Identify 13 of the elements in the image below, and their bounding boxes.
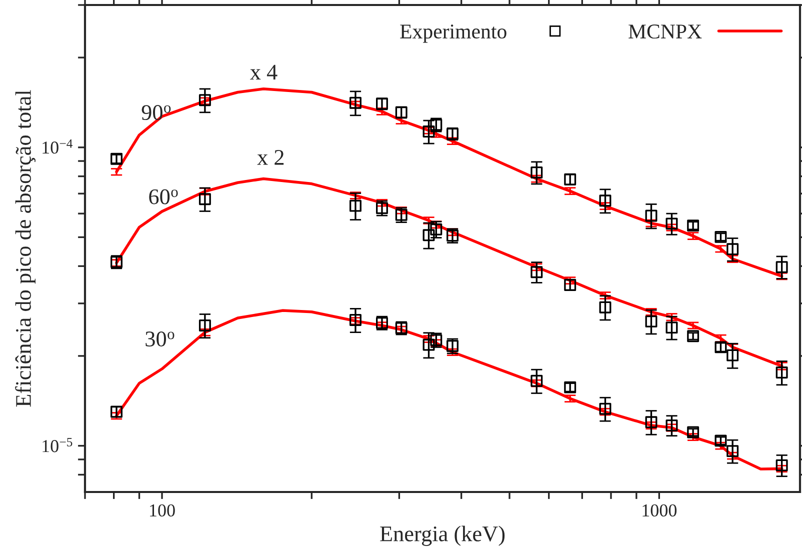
annotation: 30$^{o}$ bbox=[146, 331, 174, 346]
x-axis-title: Energia (keV) bbox=[380, 526, 505, 546]
y-tick-label: 10$^{−4}$ bbox=[42, 139, 73, 154]
annotation: 60$^{o}$ bbox=[149, 189, 178, 204]
legend-label: MCNPX bbox=[628, 24, 702, 39]
annotation: 90$^{o}$ bbox=[142, 105, 171, 120]
legend-label: Experimento bbox=[400, 24, 506, 43]
annotation: x 2 bbox=[257, 150, 284, 165]
x-tick-label: 1000 bbox=[642, 504, 677, 517]
x-tick-label: 100 bbox=[150, 504, 175, 517]
y-axis-title: Eficiência do pico de absorção total bbox=[15, 90, 36, 407]
annotation: x 4 bbox=[250, 64, 278, 80]
y-tick-label: 10$^{−5}$ bbox=[42, 438, 72, 452]
